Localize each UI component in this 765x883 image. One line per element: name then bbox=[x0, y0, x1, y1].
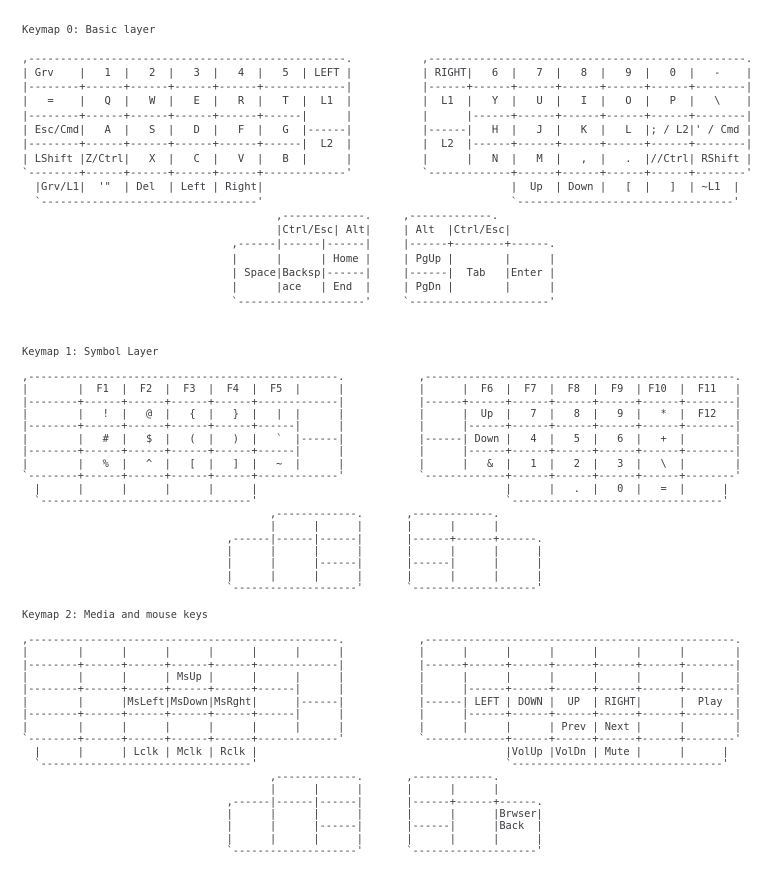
keymap-2-title: Keymap 2: Media and mouse keys bbox=[22, 608, 208, 621]
keymap-0-section: Keymap 0: Basic layer ,-----------------… bbox=[22, 23, 765, 309]
keymap-1-title: Keymap 1: Symbol Layer bbox=[22, 345, 159, 358]
keymap-2-section: Keymap 2: Media and mouse keys ,--------… bbox=[22, 609, 765, 858]
keymap-0-title: Keymap 0: Basic layer bbox=[22, 24, 156, 36]
keymap-1-ascii-art: ,---------------------------------------… bbox=[22, 370, 742, 595]
keymap-1-section: Keymap 1: Symbol Layer ,----------------… bbox=[22, 346, 765, 595]
keymap-2-ascii-art: ,---------------------------------------… bbox=[22, 633, 742, 858]
keymap-0-ascii-art: ,---------------------------------------… bbox=[22, 52, 753, 308]
